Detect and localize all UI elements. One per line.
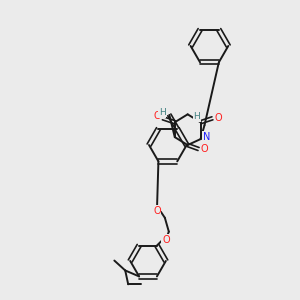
Text: N: N <box>202 132 210 142</box>
Text: O: O <box>162 235 170 244</box>
Text: O: O <box>201 144 208 154</box>
Text: H: H <box>194 112 200 121</box>
Text: O: O <box>214 113 222 123</box>
Text: O: O <box>153 206 161 216</box>
Text: H: H <box>159 108 166 117</box>
Text: O: O <box>153 111 161 121</box>
